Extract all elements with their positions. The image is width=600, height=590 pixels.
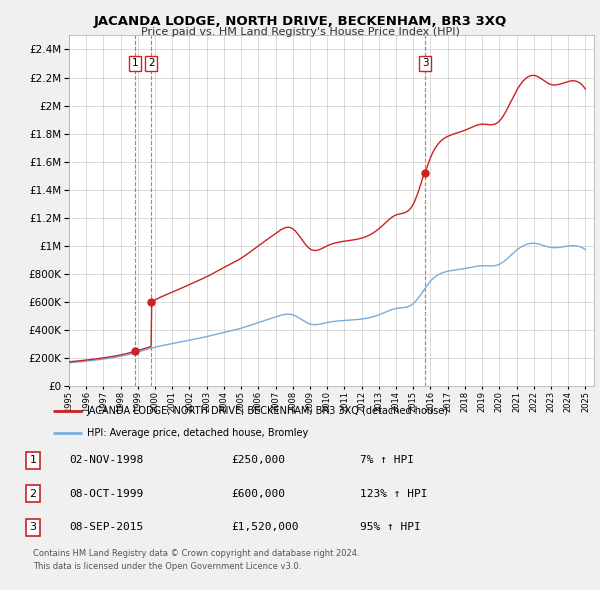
- Text: This data is licensed under the Open Government Licence v3.0.: This data is licensed under the Open Gov…: [33, 562, 301, 571]
- Text: HPI: Average price, detached house, Bromley: HPI: Average price, detached house, Brom…: [87, 428, 308, 438]
- Text: 95% ↑ HPI: 95% ↑ HPI: [360, 523, 421, 532]
- Text: 1: 1: [132, 58, 139, 68]
- Text: £1,520,000: £1,520,000: [231, 523, 299, 532]
- Text: 08-OCT-1999: 08-OCT-1999: [69, 489, 143, 499]
- Text: 2: 2: [148, 58, 154, 68]
- Text: JACANDA LODGE, NORTH DRIVE, BECKENHAM, BR3 3XQ (detached house): JACANDA LODGE, NORTH DRIVE, BECKENHAM, B…: [87, 405, 449, 415]
- Text: 08-SEP-2015: 08-SEP-2015: [69, 523, 143, 532]
- Text: 123% ↑ HPI: 123% ↑ HPI: [360, 489, 427, 499]
- Text: 7% ↑ HPI: 7% ↑ HPI: [360, 455, 414, 465]
- Text: JACANDA LODGE, NORTH DRIVE, BECKENHAM, BR3 3XQ: JACANDA LODGE, NORTH DRIVE, BECKENHAM, B…: [94, 15, 506, 28]
- Text: £250,000: £250,000: [231, 455, 285, 465]
- Text: 3: 3: [29, 523, 37, 532]
- Text: 3: 3: [422, 58, 428, 68]
- Text: 1: 1: [29, 455, 37, 465]
- Text: Price paid vs. HM Land Registry's House Price Index (HPI): Price paid vs. HM Land Registry's House …: [140, 27, 460, 37]
- Text: 2: 2: [29, 489, 37, 499]
- Text: Contains HM Land Registry data © Crown copyright and database right 2024.: Contains HM Land Registry data © Crown c…: [33, 549, 359, 558]
- Text: £600,000: £600,000: [231, 489, 285, 499]
- Text: 02-NOV-1998: 02-NOV-1998: [69, 455, 143, 465]
